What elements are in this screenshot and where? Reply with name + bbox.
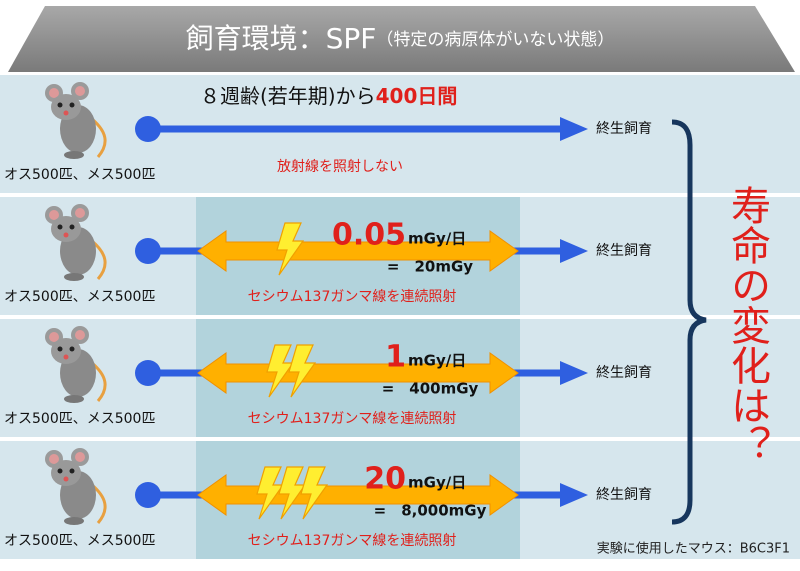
exposure-arrow [197, 474, 519, 516]
start-dot [135, 360, 161, 386]
timeline-arrowhead [560, 117, 588, 141]
timeline-arrowhead [560, 361, 588, 385]
outcome: 終生飼育 [596, 365, 652, 381]
period-highlight: 400日間 [376, 84, 458, 108]
header-banner [8, 6, 795, 72]
lightning [266, 344, 295, 398]
period: ８週齢(若年期)から400日間 [200, 84, 457, 108]
footnote: 実験に使用したマウス：B6C3F1 [597, 541, 790, 557]
dose-rate: 1 [385, 340, 406, 375]
start-dot [135, 238, 161, 264]
timeline-arrowhead [560, 239, 588, 263]
group-label: オス500匹、メス500匹 [4, 533, 155, 549]
lightning [276, 222, 305, 276]
exposure-arrow [197, 352, 519, 394]
header: 飼育環境：SPF（特定の病原体がいない状態） [186, 22, 615, 55]
note: セシウム137ガンマ線を連続照射 [248, 410, 457, 427]
outcome: 終生飼育 [596, 487, 652, 503]
lightning [278, 466, 307, 520]
lightning [288, 344, 317, 398]
group-label: オス500匹、メス500匹 [4, 289, 155, 305]
start-dot [135, 116, 161, 142]
exposure-arrow [197, 230, 519, 272]
lightning [256, 466, 285, 520]
subtitle: （特定の病原体がいない状態） [376, 30, 614, 50]
note: 放射線を照射しない [277, 159, 403, 175]
total-dose: = 8,000mGy [374, 502, 487, 520]
total-dose: = 20mGy [387, 258, 473, 276]
dose-unit: mGy/日 [408, 474, 466, 492]
period-start: ８週齢(若年期)から [200, 84, 376, 108]
timeline-arrowhead [560, 483, 588, 507]
group-label: オス500匹、メス500匹 [4, 167, 155, 183]
row-panel [0, 75, 800, 193]
outcome: 終生飼育 [596, 243, 652, 259]
bracket [671, 119, 707, 525]
total-dose: = 400mGy [382, 380, 479, 398]
note: セシウム137ガンマ線を連続照射 [248, 288, 457, 305]
outcome: 終生飼育 [596, 121, 652, 137]
start-dot [135, 482, 161, 508]
dose-unit: mGy/日 [408, 352, 466, 370]
group-label: オス500匹、メス500匹 [4, 411, 155, 427]
dose-rate: 0.05 [332, 218, 406, 253]
title: 飼育環境：SPF [186, 22, 377, 55]
lightning [300, 466, 329, 520]
dose-unit: mGy/日 [408, 230, 466, 248]
note: セシウム137ガンマ線を連続照射 [248, 532, 457, 549]
dose-rate: 20 [364, 462, 406, 497]
question: 寿命の変化は？ [724, 185, 770, 465]
